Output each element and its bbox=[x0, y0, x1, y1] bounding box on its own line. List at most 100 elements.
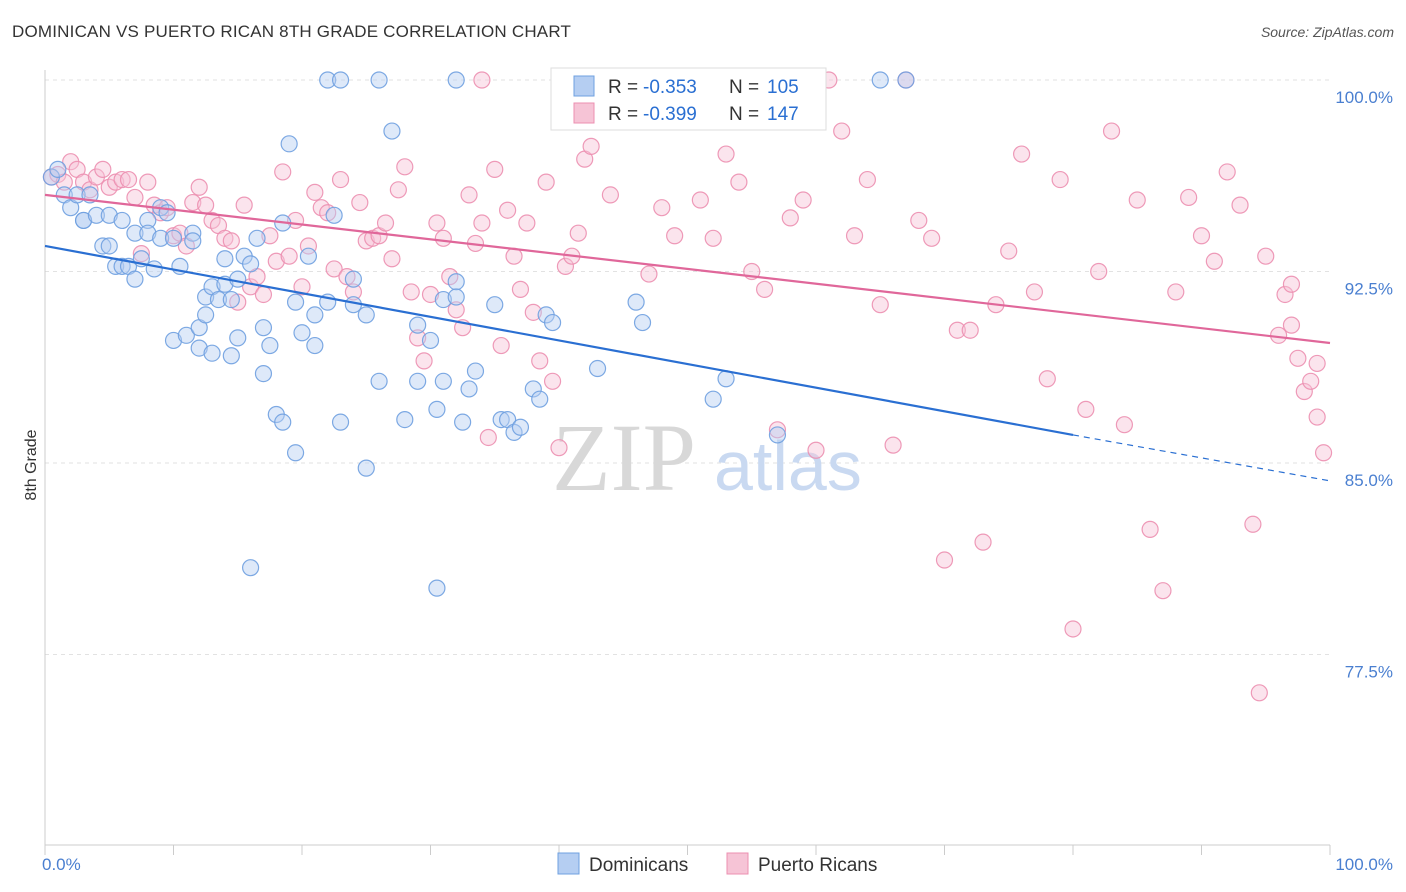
puerto-rican-point-117 bbox=[1000, 242, 1018, 260]
puerto-rican-point-146 bbox=[1314, 444, 1333, 462]
x-tick-label-start: 0.0% bbox=[42, 855, 81, 874]
puerto-rican-point-113 bbox=[948, 321, 966, 339]
puerto-rican-point-79 bbox=[550, 439, 568, 457]
puerto-rican-point-144 bbox=[1302, 372, 1320, 390]
puerto-rican-point-148 bbox=[1308, 354, 1326, 373]
puerto-rican-point-142 bbox=[1289, 349, 1307, 367]
puerto-rican-point-114 bbox=[961, 321, 979, 339]
dominican-point-98 bbox=[331, 71, 350, 89]
puerto-rican-point-137 bbox=[1250, 684, 1268, 702]
puerto-rican-point-93 bbox=[691, 191, 709, 209]
puerto-rican-point-136 bbox=[1244, 515, 1262, 533]
y-tick-label-0: 100.0% bbox=[1335, 88, 1393, 107]
series-puerto-ricans bbox=[42, 71, 1333, 702]
stats-swatch-puerto-ricans bbox=[573, 102, 595, 124]
dominican-point-21 bbox=[145, 260, 163, 278]
watermark-atlas: atlas bbox=[714, 427, 862, 505]
puerto-rican-point-47 bbox=[344, 283, 362, 301]
dominican-point-25 bbox=[164, 229, 183, 247]
puerto-rican-point-95 bbox=[717, 145, 735, 163]
stats-r-puerto-ricans: -0.399 bbox=[643, 104, 697, 125]
puerto-rican-point-75 bbox=[524, 303, 542, 321]
puerto-rican-point-125 bbox=[1102, 122, 1121, 140]
dominican-point-48 bbox=[254, 319, 273, 337]
puerto-rican-point-99 bbox=[768, 421, 787, 439]
x-tick-label-end: 100.0% bbox=[1335, 855, 1393, 874]
dominican-point-50 bbox=[261, 336, 279, 355]
dominican-point-65 bbox=[344, 270, 362, 288]
puerto-rican-point-48 bbox=[351, 193, 369, 212]
puerto-rican-point-120 bbox=[1038, 370, 1056, 388]
puerto-rican-point-130 bbox=[1167, 283, 1185, 301]
puerto-rican-point-53 bbox=[383, 250, 401, 268]
legend-swatch-dominicans bbox=[557, 852, 580, 875]
legend: Dominicans Puerto Ricans bbox=[557, 852, 877, 876]
dominican-point-100 bbox=[447, 71, 465, 89]
y-axis-title: 8th Grade bbox=[23, 429, 40, 500]
puerto-rican-point-54 bbox=[389, 181, 407, 199]
puerto-rican-point-110 bbox=[910, 211, 928, 230]
puerto-rican-point-126 bbox=[1115, 416, 1134, 434]
stats-swatch-dominicans bbox=[573, 75, 595, 97]
puerto-rican-point-33 bbox=[254, 285, 273, 304]
puerto-rican-point-44 bbox=[325, 260, 343, 278]
dominican-point-8 bbox=[87, 206, 106, 224]
dominican-point-24 bbox=[158, 204, 176, 222]
puerto-rican-point-132 bbox=[1192, 227, 1211, 245]
puerto-rican-point-67 bbox=[473, 214, 491, 232]
dominican-point-94 bbox=[704, 390, 722, 408]
puerto-rican-point-8 bbox=[94, 160, 112, 178]
puerto-rican-point-59 bbox=[421, 285, 440, 304]
legend-swatch-puerto-ricans bbox=[726, 852, 749, 875]
dominican-point-79 bbox=[454, 413, 472, 431]
dominican-point-60 bbox=[306, 336, 324, 355]
puerto-rican-point-124 bbox=[1090, 262, 1108, 281]
dominican-point-92 bbox=[627, 293, 645, 311]
dominican-point-10 bbox=[100, 206, 118, 224]
puerto-rican-point-14 bbox=[132, 245, 150, 263]
stats-r-label-dominicans: R = bbox=[608, 77, 638, 98]
dominican-point-16 bbox=[126, 270, 144, 288]
puerto-rican-point-37 bbox=[280, 247, 298, 265]
puerto-rican-point-131 bbox=[1180, 188, 1198, 207]
dominican-point-41 bbox=[222, 347, 240, 365]
puerto-rican-point-65 bbox=[460, 186, 478, 204]
trend-line-dominicans-extension bbox=[1072, 434, 1331, 482]
puerto-rican-point-74 bbox=[518, 214, 536, 232]
puerto-rican-point-141 bbox=[1282, 275, 1301, 293]
puerto-rican-point-86 bbox=[601, 186, 620, 204]
puerto-rican-point-106 bbox=[858, 170, 877, 189]
puerto-rican-point-40 bbox=[299, 237, 318, 255]
dominican-point-7 bbox=[74, 211, 93, 230]
puerto-rican-point-41 bbox=[306, 183, 324, 201]
puerto-rican-point-61 bbox=[434, 229, 452, 247]
puerto-rican-point-90 bbox=[653, 199, 671, 217]
stats-r-dominicans: -0.353 bbox=[643, 77, 697, 98]
puerto-rican-point-12 bbox=[119, 170, 138, 189]
dominican-point-1 bbox=[49, 160, 67, 178]
watermark-zip: ZIP bbox=[552, 404, 696, 511]
puerto-rican-point-56 bbox=[402, 283, 420, 301]
y-tick-label-3: 77.5% bbox=[1345, 663, 1393, 682]
puerto-rican-point-36 bbox=[274, 163, 292, 181]
puerto-rican-point-101 bbox=[794, 191, 812, 209]
stats-n-label-puerto-ricans: N = bbox=[729, 104, 759, 125]
dominican-point-83 bbox=[492, 410, 510, 429]
dominican-point-28 bbox=[177, 326, 195, 344]
dominican-point-30 bbox=[184, 232, 202, 250]
puerto-rican-point-89 bbox=[640, 265, 658, 283]
trend-line-dominicans bbox=[44, 244, 1074, 436]
dominican-point-67 bbox=[357, 459, 375, 477]
dominican-point-77 bbox=[447, 273, 465, 291]
puerto-rican-point-22 bbox=[184, 193, 202, 212]
dominican-point-62 bbox=[325, 206, 343, 224]
stats-r-label-puerto-ricans: R = bbox=[608, 104, 638, 125]
puerto-rican-point-135 bbox=[1231, 196, 1249, 214]
stats-box: R = -0.353 N = 105 R = -0.399 N = 147 bbox=[550, 67, 827, 131]
dominican-point-17 bbox=[126, 224, 144, 242]
puerto-rican-point-78 bbox=[543, 372, 562, 390]
puerto-rican-point-100 bbox=[781, 209, 799, 227]
dominican-point-82 bbox=[486, 296, 504, 314]
puerto-rican-point-11 bbox=[113, 170, 131, 189]
